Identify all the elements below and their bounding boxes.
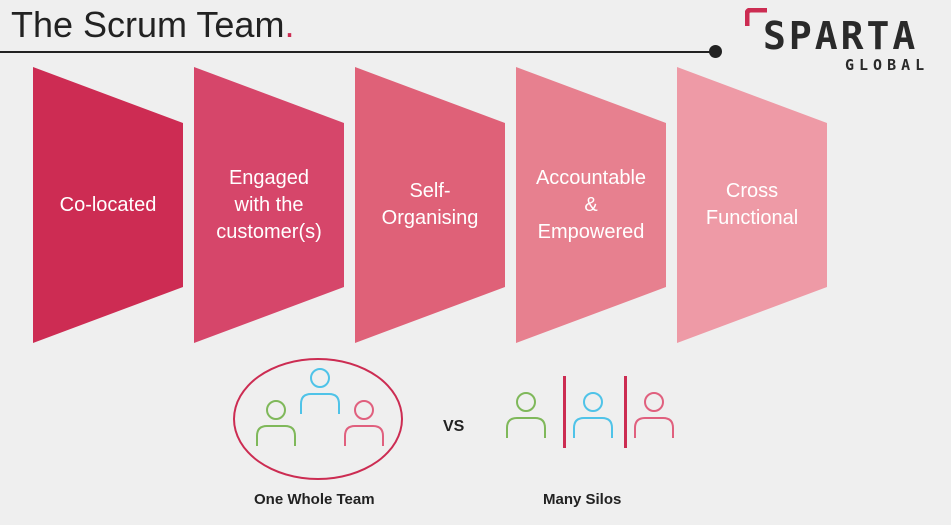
chevron-cross-functional: Cross Functional — [677, 67, 827, 343]
person-icon-blue — [300, 368, 340, 414]
silo-divider — [624, 376, 627, 448]
silo-divider — [563, 376, 566, 448]
chevron-label: Cross Functional — [705, 180, 799, 229]
chevron-label: Co-located — [59, 193, 157, 216]
whole-team-oval — [233, 358, 403, 480]
slide-title-text: The Scrum Team — [11, 4, 285, 45]
chevron-shape — [355, 67, 505, 343]
chevron-label: Accountable & Empowered — [535, 166, 647, 243]
person-icon-pink — [344, 400, 384, 446]
silo-person-icon-blue — [573, 392, 613, 438]
chevron-shape — [194, 67, 344, 343]
chevron-engaged-with-customers: Engaged with the customer(s) — [194, 67, 344, 343]
chevron-shape — [516, 67, 666, 343]
slide-title: The Scrum Team. — [11, 4, 294, 46]
title-underline — [0, 51, 716, 53]
vs-label: VS — [443, 418, 465, 435]
logo-bracket-icon — [745, 8, 767, 26]
many-silos-caption: Many Silos — [543, 491, 622, 508]
sparta-global-logo: SPARTA GLOBAL — [745, 4, 945, 76]
one-whole-team-caption: One Whole Team — [254, 491, 375, 508]
logo-word: SPARTA — [763, 14, 919, 58]
chevron-self-organising: Self- Organising — [355, 67, 505, 343]
silo-person-icon-green — [506, 392, 546, 438]
chevron-accountable-empowered: Accountable & Empowered — [516, 67, 666, 343]
silo-person-icon-pink — [634, 392, 674, 438]
chevron-label: Engaged with the customer(s) — [216, 166, 322, 243]
person-icon-green — [256, 400, 296, 446]
chevron-label: Self- Organising — [381, 180, 479, 229]
logo-sub: GLOBAL — [845, 56, 930, 74]
chevron-shape — [677, 67, 827, 343]
chevron-co-located: Co-located — [33, 67, 183, 343]
chevron-shape — [33, 67, 183, 343]
underline-end-dot — [709, 45, 722, 58]
title-dot: . — [284, 4, 295, 45]
